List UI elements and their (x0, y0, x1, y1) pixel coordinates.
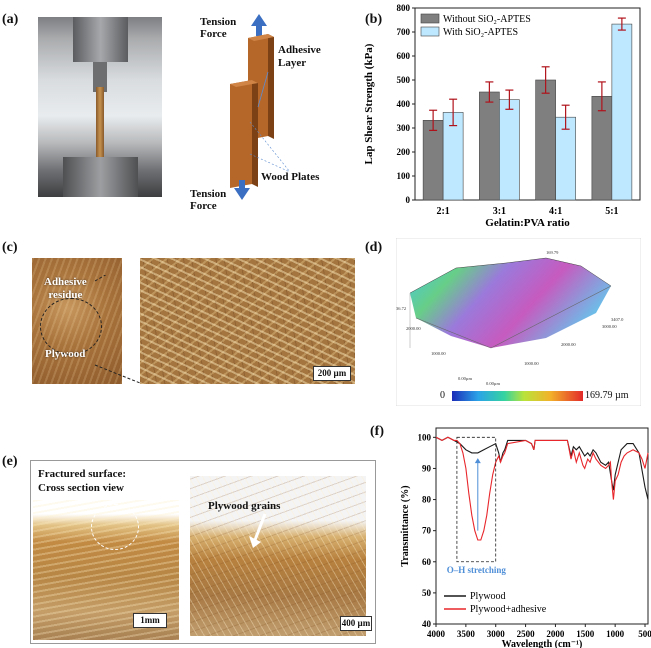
arrow-down-icon (234, 180, 250, 200)
x-tick-label: 1500 (576, 629, 595, 639)
d-tick: 169.79 (546, 250, 559, 255)
y-tick-label: 200 (397, 147, 411, 157)
x-tick-label: 2500 (517, 629, 536, 639)
d-tick: 1000.00 (431, 351, 446, 356)
legend-label: With SiO₂-APTES (443, 27, 518, 38)
y-tick-label: 600 (397, 51, 411, 61)
scale-bar-e-right: 400 µm (340, 616, 372, 631)
d-tick: 36.72 (396, 306, 406, 311)
bar (611, 23, 633, 201)
x-tick-label: 3500 (457, 629, 476, 639)
colorbar-min-label: 0 (440, 390, 445, 401)
bar (422, 120, 444, 201)
surface-topography-3d: 169.79 36.72 2000.00 1000.00 0.00µm 0.00… (396, 238, 641, 406)
cross-section-photo (33, 500, 179, 640)
spectrum-line (435, 436, 649, 541)
plot-frame (435, 427, 649, 625)
x-tick-label: 1000 (606, 629, 625, 639)
y-tick-label: 800 (397, 3, 411, 13)
y-axis-label: Transmittance (%) (400, 485, 411, 566)
x-tick-label: 4000 (427, 629, 446, 639)
arrow-up-icon (251, 14, 267, 36)
y-tick-label: 500 (397, 75, 411, 85)
panel-e-frame (30, 460, 376, 644)
y-tick-label: 70 (422, 526, 432, 536)
panel-c-label: (c) (2, 240, 18, 255)
d-tick: 2000.00 (406, 326, 421, 331)
panel-e-label: (e) (2, 454, 18, 469)
x-tick-label: 4:1 (549, 206, 562, 217)
tension-force-bottom-label: Tension Force (190, 188, 227, 212)
x-axis-label: Wavelength (cm⁻¹) (502, 639, 583, 648)
d-tick: 0.00µm (458, 376, 472, 381)
y-tick-label: 80 (422, 495, 432, 505)
y-tick-label: 90 (422, 463, 432, 473)
cross-section-title: Cross section view (38, 482, 124, 494)
spectrum-line (435, 436, 649, 500)
height-colorbar (452, 391, 583, 401)
lap-shear-schematic (230, 14, 291, 200)
x-tick-label: 2:1 (436, 206, 449, 217)
d-tick: 2000.00 (561, 342, 576, 347)
panel-a-label: (a) (2, 12, 19, 27)
plywood-label: Plywood (45, 348, 86, 360)
d-tick: 0.00µm (486, 381, 500, 386)
y-tick-label: 0 (406, 195, 411, 205)
y-tick-label: 100 (418, 432, 432, 442)
adhesive-layer-label: Adhesive Layer (278, 44, 321, 69)
bar (499, 99, 520, 201)
topography-surface (410, 258, 611, 348)
x-tick-label: 2000 (546, 629, 565, 639)
legend-label: Without SiO₂-APTES (443, 14, 531, 25)
legend-swatch (420, 26, 440, 37)
x-axis-label: Gelatin:PVA ratio (485, 217, 570, 228)
oh-annotation: O–H stretching (447, 565, 507, 575)
panel-b-label: (b) (365, 12, 383, 27)
d-tick: 3000.00 (602, 324, 617, 329)
oh-region-box (456, 436, 497, 563)
lower-wood-plate (230, 80, 252, 188)
y-tick-label: 700 (397, 27, 411, 37)
x-tick-label: 3000 (487, 629, 506, 639)
panel-f-label: (f) (370, 424, 384, 439)
grain-arrow-icon (249, 513, 267, 548)
ftir-spectrum-chart: 40 50 60 70 80 90 100 4000 3500 3000 2500 2000 1500 1… (400, 427, 651, 648)
y-tick-label: 300 (397, 123, 411, 133)
adhesive-residue-label: Adhesive residue (44, 276, 87, 301)
bar (535, 79, 556, 201)
plywood-grains-photo (190, 476, 366, 636)
y-tick-label: 100 (397, 171, 411, 181)
x-tick-label: 500 (638, 629, 651, 639)
legend-label: Plywood+adhesive (470, 604, 547, 615)
tensile-test-photo (38, 17, 162, 197)
plywood-grains-label: Plywood grains (208, 500, 281, 512)
y-tick-label: 50 (422, 588, 432, 598)
y-tick-label: 400 (397, 99, 411, 109)
plywood-surface-photo (32, 258, 122, 384)
d-tick: 1000.00 (524, 361, 539, 366)
x-tick-label: 3:1 (493, 206, 506, 217)
tension-force-top-label: Tension Force (200, 16, 237, 40)
colorbar-max-label: 169.79 µm (585, 390, 629, 401)
panel-d-label: (d) (365, 240, 383, 255)
scale-bar-e-left: 1mm (133, 613, 167, 628)
scale-bar-c: 200 µm (313, 366, 351, 381)
x-tick-label: 5:1 (605, 206, 618, 217)
lap-shear-bar-chart: 0 100 200 300 400 500 600 700 800 2:1 3:1 4:1 5:1 Gel… (363, 3, 641, 228)
legend-label: Plywood (470, 591, 506, 602)
y-tick-label: 60 (422, 557, 432, 567)
bar (591, 96, 613, 201)
fractured-surface-title: Fractured surface: (38, 468, 127, 480)
y-axis-label: Lap Shear Strength (kPa) (363, 43, 375, 164)
y-tick-label: 40 (422, 619, 432, 629)
oh-arrow-head (474, 458, 481, 464)
fiber-micrograph (140, 258, 355, 384)
zoom-lines (94, 275, 141, 384)
legend-swatch (420, 13, 440, 24)
bar (479, 91, 500, 201)
wood-plates-label: Wood Plates (261, 171, 320, 183)
d-tick: 3407.0 (611, 317, 624, 322)
